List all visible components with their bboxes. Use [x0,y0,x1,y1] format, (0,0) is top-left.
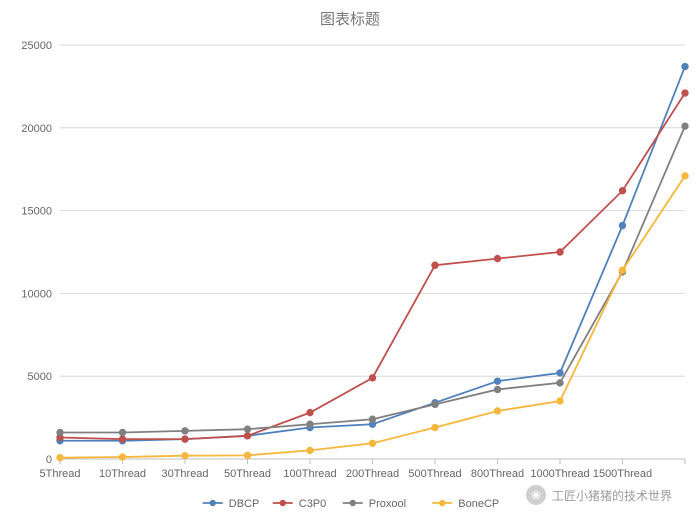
y-tick-label: 20000 [21,123,52,135]
series-marker [57,429,63,435]
x-tick-label: 5Thread [40,468,81,480]
x-tick-label: 500Thread [408,468,461,480]
line-chart: 图表标题 0 5000 10000 15000 20000 25000 5Thread 10Th… [0,0,700,521]
series-marker [494,378,500,384]
chart-container: 图表标题 0 5000 10000 15000 20000 25000 5Thread 10Th… [0,0,700,521]
series-marker [119,436,125,442]
series-marker [682,173,688,179]
x-tick-label: 200Thread [346,468,399,480]
series-marker [432,262,438,268]
x-tick-label: 800Thread [471,468,524,480]
series-marker [557,370,563,376]
series-marker [182,436,188,442]
series-marker [244,433,250,439]
series-marker [432,401,438,407]
series-line [60,176,685,458]
series-marker [369,440,375,446]
x-tick-label: 1000Thread [530,468,589,480]
series-marker [619,188,625,194]
y-tick-label: 0 [46,454,52,466]
series-marker [307,409,313,415]
series-marker [682,123,688,129]
legend-label: BoneCP [458,498,499,510]
x-tick-label: 1500Thread [593,468,652,480]
series-marker [307,421,313,427]
series-marker [57,454,63,460]
y-tick-label: 15000 [21,206,52,218]
legend-marker [280,500,286,506]
x-tick-label: 30Thread [161,468,208,480]
series-marker [182,428,188,434]
series-marker [557,380,563,386]
legend-marker [350,500,356,506]
series-marker [682,63,688,69]
series-marker [619,267,625,273]
series-line [60,126,685,432]
series-marker [557,249,563,255]
series-marker [307,447,313,453]
series-marker [119,429,125,435]
series-marker [369,375,375,381]
legend-label: C3P0 [299,498,327,510]
series-marker [244,452,250,458]
legend-marker [210,500,216,506]
y-tick-label: 10000 [21,288,52,300]
x-tick-label: 10Thread [99,468,146,480]
series-marker [494,386,500,392]
legend-marker [439,500,445,506]
series-marker [557,398,563,404]
series-marker [494,255,500,261]
series-marker [494,408,500,414]
series-marker [619,222,625,228]
y-tick-label: 25000 [21,40,52,52]
x-tick-label: 100Thread [283,468,336,480]
legend-label: Proxool [369,498,406,510]
legend-label: DBCP [229,498,260,510]
series-marker [369,416,375,422]
series-marker [182,452,188,458]
series-line [60,67,685,441]
series-marker [244,426,250,432]
series-line [60,93,685,439]
series-marker [682,90,688,96]
series-marker [119,454,125,460]
x-tick-label: 50Thread [224,468,271,480]
series-marker [432,424,438,430]
chart-title: 图表标题 [320,11,380,28]
y-tick-label: 5000 [28,371,52,383]
